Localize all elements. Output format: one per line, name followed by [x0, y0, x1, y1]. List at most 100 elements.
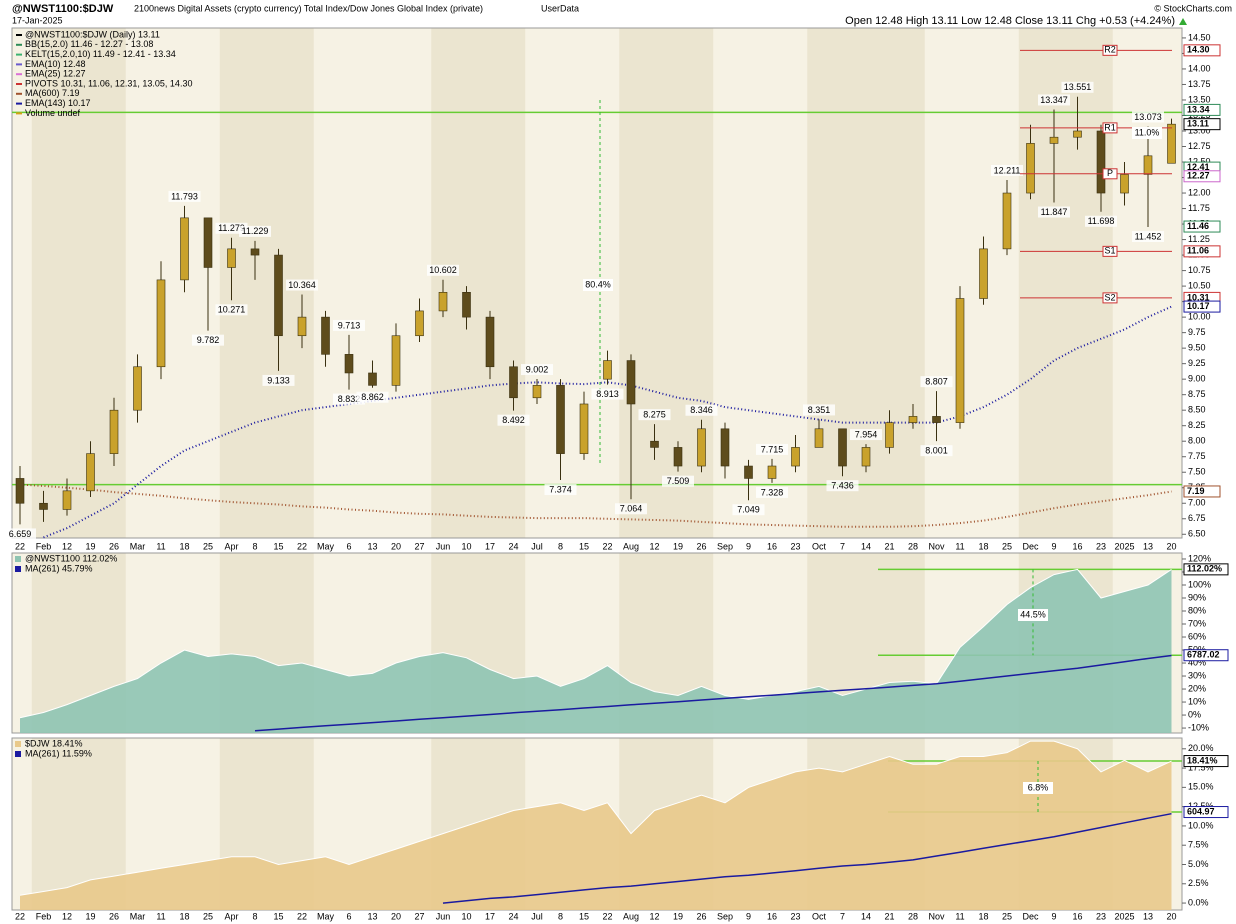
- low-label: 8.862: [361, 392, 384, 402]
- price-badge: [1183, 220, 1221, 233]
- pivot-label: R2: [1104, 45, 1116, 55]
- x-tick-label: 26: [696, 541, 706, 551]
- x-tick-label: 19: [673, 911, 683, 921]
- x-tick-label: Dec: [1022, 911, 1039, 921]
- price-badge-label: 10.31: [1187, 292, 1210, 302]
- low-label: 8.001: [925, 446, 948, 456]
- x-tick-label: 2025: [1114, 911, 1134, 921]
- x-tick-label: 7: [840, 911, 845, 921]
- y-tick-label: 14.00: [1188, 63, 1211, 73]
- x-tick-label: 25: [1002, 541, 1012, 551]
- label-bg: [497, 414, 530, 426]
- x-tick-label: 11: [955, 541, 964, 551]
- x-tick-label: 19: [85, 911, 95, 921]
- label-bg: [427, 264, 459, 276]
- y-tick-label: 20.0%: [1188, 743, 1214, 753]
- x-tick-label: 20: [391, 541, 401, 551]
- x-tick-label: Apr: [224, 911, 238, 921]
- y-tick-label: 0%: [1188, 709, 1201, 719]
- pivot-label: P: [1107, 168, 1113, 178]
- area: [20, 569, 1172, 733]
- price-badge-label: 11.06: [1187, 246, 1209, 256]
- y-tick-label: 7.5%: [1188, 840, 1209, 850]
- x-tick-label: 21: [884, 541, 894, 551]
- indicator-line: [43, 305, 1172, 539]
- candle-body: [39, 502, 48, 510]
- y-tick-label: 8.00: [1188, 436, 1206, 446]
- x-tick-label: 8: [558, 541, 563, 551]
- high-label: 9.002: [526, 364, 549, 374]
- candle-body: [1002, 192, 1012, 250]
- label-bg: [662, 475, 694, 487]
- date: 17-Jan-2025: [12, 15, 63, 25]
- candle-body: [650, 440, 659, 448]
- x-tick-label: 28: [908, 911, 918, 921]
- x-tick-label: Feb: [36, 541, 52, 551]
- candle-body: [485, 316, 495, 368]
- annotation-bg: [1132, 127, 1162, 139]
- x-tick-label: Oct: [812, 911, 827, 921]
- y-tick-label: 100%: [1188, 579, 1211, 589]
- low-label: 7.374: [549, 484, 572, 494]
- candle-body: [556, 385, 565, 454]
- price-badge-label: 112.02%: [1187, 564, 1222, 574]
- y-tick-label: 12.50: [1188, 156, 1211, 166]
- price-badge: [1183, 806, 1229, 819]
- x-tick-label: 9: [1051, 541, 1056, 551]
- price-badge-label: 14.30: [1187, 45, 1210, 55]
- legend-swatch: [15, 751, 21, 757]
- quote: Open 12.48 High 13.11 Low 12.48 Close 13…: [845, 15, 1175, 27]
- y-tick-label: 7.75: [1188, 451, 1206, 461]
- candle-body: [1049, 136, 1059, 144]
- legend-entry: Volume undef: [25, 108, 81, 118]
- high-label: 10.364: [288, 280, 316, 290]
- x-tick-label: Apr: [224, 541, 238, 551]
- x-tick-label: 19: [673, 541, 683, 551]
- label-bg: [1038, 94, 1070, 106]
- x-tick-label: 18: [978, 911, 988, 921]
- y-tick-label: 20%: [1188, 683, 1206, 693]
- annotation-bg: [1023, 782, 1053, 794]
- candle-body: [791, 447, 800, 467]
- x-tick-label: May: [317, 911, 335, 921]
- x-tick-label: 27: [414, 911, 424, 921]
- y-tick-label: 7.00: [1188, 498, 1206, 508]
- candle-body: [438, 292, 448, 312]
- y-tick-label: 17.5%: [1188, 762, 1214, 772]
- candle-body: [579, 403, 589, 454]
- source: UserData: [541, 3, 579, 13]
- label-bg: [756, 486, 788, 498]
- low-label: 8.913: [596, 389, 619, 399]
- label-bg: [192, 334, 224, 346]
- annotation: 80.4%: [585, 279, 611, 289]
- x-tick-label: 21: [884, 911, 894, 921]
- candle-body: [203, 217, 213, 268]
- x-tick-label: Mar: [130, 541, 146, 551]
- label-bg: [615, 503, 647, 515]
- y-tick-label: 9.00: [1188, 374, 1206, 384]
- y-tick-label: 13.75: [1188, 79, 1211, 89]
- watermark: © StockCharts.com: [1154, 3, 1232, 13]
- x-tick-label: 15: [273, 541, 283, 551]
- label-bg: [333, 319, 365, 331]
- label-bg: [591, 388, 624, 400]
- x-tick-label: 22: [602, 541, 612, 551]
- candle-body: [932, 416, 941, 423]
- x-tick-label: 23: [790, 911, 800, 921]
- low-label: 7.064: [620, 504, 643, 514]
- price-badge-label: 13.34: [1187, 104, 1210, 114]
- x-tick-label: 13: [1143, 911, 1153, 921]
- price-badge: [1183, 563, 1229, 576]
- x-tick-label: 8: [252, 541, 257, 551]
- y-tick-label: 6.75: [1188, 513, 1206, 523]
- area-outline: [19, 568, 1172, 719]
- label-bg: [991, 164, 1023, 176]
- y-tick-label: 10%: [1188, 696, 1206, 706]
- y-tick-label: 11.25: [1188, 234, 1210, 244]
- x-tick-label: 26: [109, 541, 119, 551]
- low-label: 8.832: [338, 394, 361, 404]
- y-tick-label: 8.75: [1188, 389, 1206, 399]
- y-tick-label: 8.50: [1188, 405, 1206, 415]
- x-tick-label: 22: [602, 911, 612, 921]
- label-bg: [521, 364, 553, 376]
